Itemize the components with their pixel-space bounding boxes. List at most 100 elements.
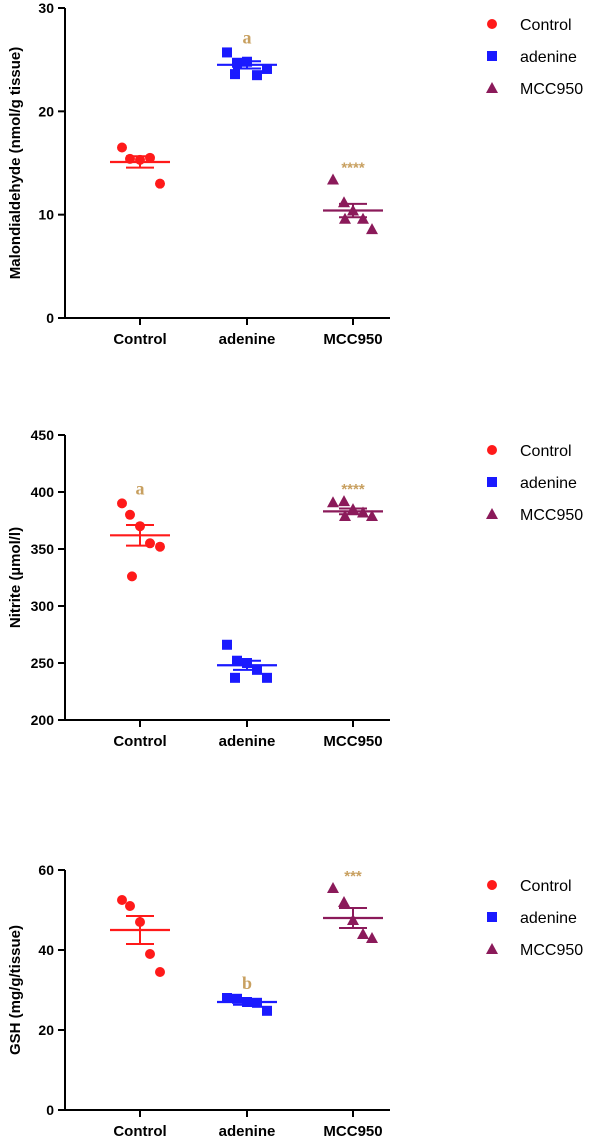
legend: Control adenine MCC950 [486,17,583,98]
x-tick-label: Control [113,733,166,750]
data-point [117,498,127,509]
data-point [135,154,145,165]
legend-marker [486,82,498,93]
legend-label: adenine [520,49,577,66]
significance-label: **** [341,481,365,498]
data-point [145,538,155,549]
data-point [366,223,378,235]
data-point [232,993,242,1004]
data-point [339,212,351,224]
data-point [232,655,242,666]
legend-label: MCC950 [520,81,583,98]
legend-marker [487,51,497,61]
data-point [338,896,350,907]
chart-2: 200 250 300 350 400 450 Nitrite (µmol/l) Contro… [7,427,583,750]
data-point [127,571,137,582]
data-point [262,63,272,74]
legend-marker [487,880,497,890]
x-tick-label: adenine [219,733,276,750]
data-point [366,932,378,943]
significance-label: *** [344,868,362,885]
data-point [242,56,252,67]
data-point [222,993,232,1003]
data-point [222,47,232,58]
data-point [357,928,369,939]
series-adenine [217,639,277,683]
data-point [155,178,165,189]
legend-label: MCC950 [520,942,583,959]
y-tick-label: 0 [46,310,54,326]
series-Control [110,498,170,582]
data-point [125,509,135,520]
y-tick-label: 40 [38,942,54,958]
data-point [222,639,232,650]
significance-label: **** [341,160,365,177]
legend-label: Control [520,443,572,460]
data-point [125,153,135,164]
significance-label: a [136,478,145,498]
data-point [357,212,369,224]
data-point [145,949,155,959]
significance-label: a [243,27,252,47]
y-tick-label: 60 [38,862,54,878]
x-tick-label: adenine [219,331,276,348]
series-MCC950 [323,495,383,521]
x-tick-label: adenine [219,1123,276,1139]
x-tick-label: MCC950 [323,733,382,750]
data-point [252,70,262,81]
data-point [242,658,252,668]
data-point [155,541,165,552]
y-tick-label: 250 [31,655,55,671]
significance-label: b [242,973,252,993]
data-point [145,152,155,163]
legend: Control adenine MCC950 [486,878,583,959]
x-tick-label: Control [113,1123,166,1139]
data-point [262,672,272,683]
series-MCC950 [323,173,383,235]
data-point [117,142,127,153]
series-Control [110,142,170,189]
x-tick-label: Control [113,331,166,348]
y-tick-label: 20 [38,1022,54,1038]
legend-marker [486,943,498,954]
data-point [357,506,369,518]
data-point [327,496,339,508]
series-Control [110,895,170,977]
legend-marker [487,445,497,455]
series-adenine [217,47,277,81]
data-point [338,495,350,507]
legend-label: Control [520,878,572,895]
data-point [338,196,350,208]
y-tick-label: 350 [31,541,55,557]
legend-marker [486,508,498,519]
data-point [347,503,359,515]
legend-marker [487,19,497,29]
data-point [366,509,378,521]
y-tick-label: 200 [31,712,55,728]
y-tick-label: 0 [46,1102,54,1118]
y-axis-label: Malondialdehyde (nmol/g tissue) [7,47,24,280]
y-tick-label: 450 [31,427,55,443]
series-adenine [217,993,277,1016]
legend-marker [487,477,497,487]
y-tick-label: 20 [38,103,54,119]
y-axis-label: Nitrite (µmol/l) [7,527,24,628]
data-point [232,57,242,68]
data-point [347,204,359,216]
data-point [347,914,359,925]
data-point [135,521,145,532]
data-point [230,672,240,683]
data-point [252,997,262,1008]
data-point [262,1005,272,1016]
legend-label: adenine [520,910,577,927]
y-tick-label: 30 [38,0,54,16]
series-MCC950 [323,882,383,943]
data-point [327,882,339,893]
legend: Control adenine MCC950 [486,443,583,524]
legend-label: Control [520,17,572,34]
chart-1: 0 10 20 30 Malondialdehyde (nmol/g tissue) Co… [7,0,583,348]
legend-label: adenine [520,475,577,492]
data-point [230,69,240,80]
data-point [117,895,127,905]
